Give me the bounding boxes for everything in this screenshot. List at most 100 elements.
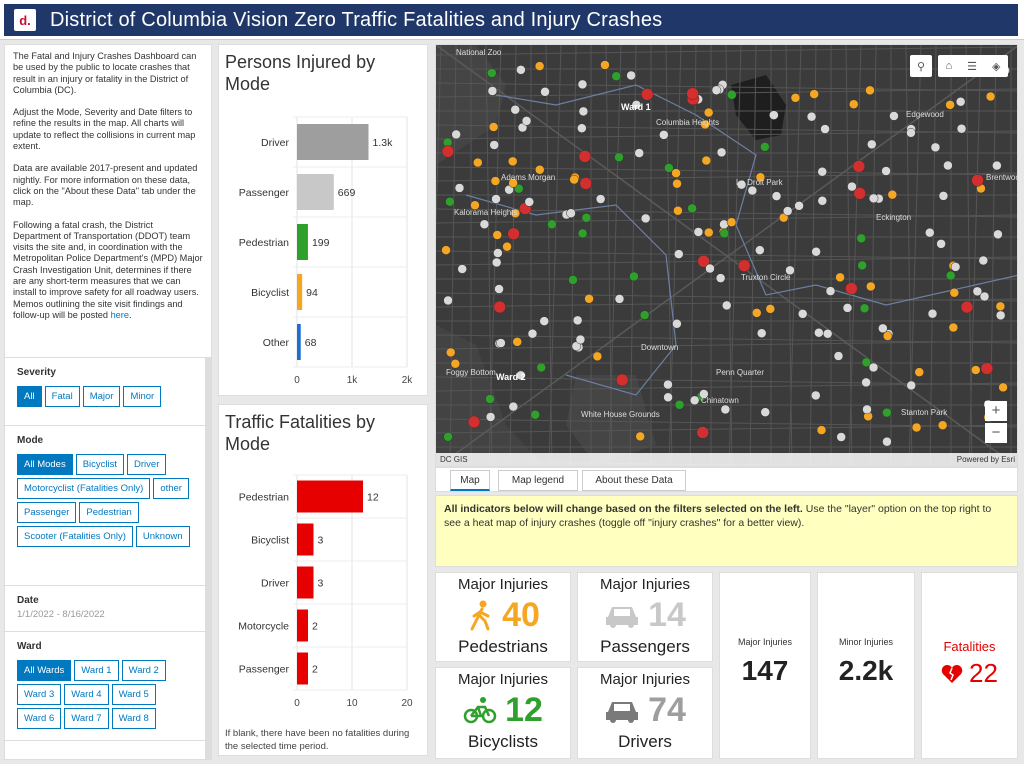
crash-point[interactable] (848, 99, 859, 109)
crash-point[interactable] (639, 310, 650, 320)
crash-point[interactable] (577, 123, 587, 133)
crash-point[interactable] (817, 166, 827, 177)
crash-point[interactable] (577, 228, 588, 239)
crash-point[interactable] (568, 275, 578, 285)
crash-point[interactable] (930, 142, 941, 153)
crash-point[interactable] (882, 407, 892, 418)
crash-point[interactable] (836, 432, 846, 442)
crash-point[interactable] (507, 156, 518, 167)
ward-4-button[interactable]: Ward 4 (64, 684, 109, 705)
crash-point[interactable] (445, 347, 456, 358)
crash-point[interactable] (693, 227, 704, 237)
crash-point[interactable] (936, 239, 946, 249)
crash-point[interactable] (631, 100, 642, 110)
crash-point[interactable] (530, 409, 540, 420)
crash-point[interactable] (493, 248, 503, 258)
crash-point[interactable] (960, 300, 974, 314)
crash-point[interactable] (451, 129, 461, 140)
crash-point[interactable] (671, 168, 681, 178)
crash-point[interactable] (711, 85, 722, 95)
crash-point[interactable] (950, 262, 961, 272)
crash-point[interactable] (592, 351, 603, 362)
memos-link[interactable]: here (110, 309, 129, 320)
crash-point[interactable] (889, 111, 899, 121)
crash-point[interactable] (536, 362, 546, 373)
crash-point[interactable] (782, 206, 793, 216)
severity-fatal-button[interactable]: Fatal (44, 386, 80, 407)
bar-pedestrian[interactable] (297, 224, 308, 260)
mode-motorcyclist-button[interactable]: Motorcyclist (Fatalities Only) (17, 478, 151, 499)
crash-point[interactable] (540, 87, 550, 97)
crash-point[interactable] (817, 196, 828, 206)
crash-point[interactable] (578, 106, 589, 117)
crash-point[interactable] (806, 111, 817, 122)
crash-point[interactable] (715, 273, 726, 283)
mode-scooter-button[interactable]: Scooter (Fatalities Only) (17, 526, 133, 547)
crash-point[interactable] (566, 208, 576, 218)
crash-point[interactable] (443, 295, 453, 306)
crash-point[interactable] (993, 229, 1003, 240)
crash-point[interactable] (703, 107, 714, 118)
crash-point[interactable] (516, 370, 526, 381)
mode-all-button[interactable]: All Modes (17, 454, 73, 475)
crash-point[interactable] (972, 286, 983, 297)
crash-point[interactable] (450, 358, 461, 369)
crash-point[interactable] (614, 294, 625, 304)
crash-point[interactable] (856, 233, 867, 244)
crash-point[interactable] (760, 407, 771, 417)
crash-point[interactable] (859, 303, 870, 314)
crash-point[interactable] (577, 79, 588, 90)
crash-point[interactable] (490, 176, 501, 186)
crash-point[interactable] (441, 145, 455, 158)
crash-point[interactable] (925, 227, 935, 238)
crash-map[interactable]: National Zoo Adams Morgan Kalorama Heigh… (435, 44, 1018, 467)
mode-passenger-button[interactable]: Passenger (17, 502, 77, 523)
crash-point[interactable] (992, 160, 1002, 171)
ward-7-button[interactable]: Ward 7 (64, 708, 109, 729)
crash-point[interactable] (445, 196, 455, 207)
crash-point[interactable] (862, 404, 872, 415)
crash-point[interactable] (705, 263, 715, 274)
crash-point[interactable] (809, 89, 819, 99)
crash-point[interactable] (716, 147, 727, 158)
crash-point[interactable] (635, 431, 645, 442)
crash-point[interactable] (496, 338, 506, 348)
crash-point[interactable] (487, 86, 498, 96)
crash-point[interactable] (614, 152, 624, 162)
layers-icon[interactable]: ◈ (992, 60, 1001, 73)
crash-point[interactable] (441, 245, 451, 255)
date-range[interactable]: 1/1/2022 - 8/16/2022 (17, 609, 105, 620)
crash-point[interactable] (865, 85, 875, 96)
crash-point[interactable] (689, 395, 700, 406)
crash-point[interactable] (755, 245, 765, 255)
crash-point[interactable] (626, 70, 636, 81)
crash-point[interactable] (769, 110, 779, 120)
crash-point[interactable] (512, 337, 523, 347)
tab-about-data[interactable]: About these Data (582, 470, 686, 491)
ward-1-button[interactable]: Ward 1 (74, 660, 119, 681)
crash-point[interactable] (584, 294, 594, 304)
crash-point[interactable] (534, 61, 545, 71)
crash-point[interactable] (956, 123, 967, 134)
crash-point[interactable] (980, 362, 994, 375)
crash-point[interactable] (979, 291, 990, 302)
crash-point[interactable] (687, 203, 697, 214)
crash-point[interactable] (701, 155, 712, 166)
crash-point[interactable] (820, 124, 830, 134)
crash-point[interactable] (971, 174, 984, 187)
crash-point[interactable] (581, 213, 592, 223)
crash-point[interactable] (878, 323, 888, 334)
crash-point[interactable] (479, 219, 490, 230)
crash-point[interactable] (785, 265, 795, 276)
ward-3-button[interactable]: Ward 3 (17, 684, 62, 705)
crash-point[interactable] (629, 271, 639, 282)
ward-8-button[interactable]: Ward 8 (111, 708, 156, 729)
crash-point[interactable] (674, 400, 685, 410)
crash-point[interactable] (736, 179, 747, 190)
severity-major-button[interactable]: Major (82, 386, 121, 407)
crash-point[interactable] (847, 181, 857, 192)
crash-point[interactable] (811, 390, 821, 401)
crash-point[interactable] (938, 191, 949, 201)
crash-point[interactable] (527, 328, 538, 339)
crash-point[interactable] (866, 281, 876, 292)
